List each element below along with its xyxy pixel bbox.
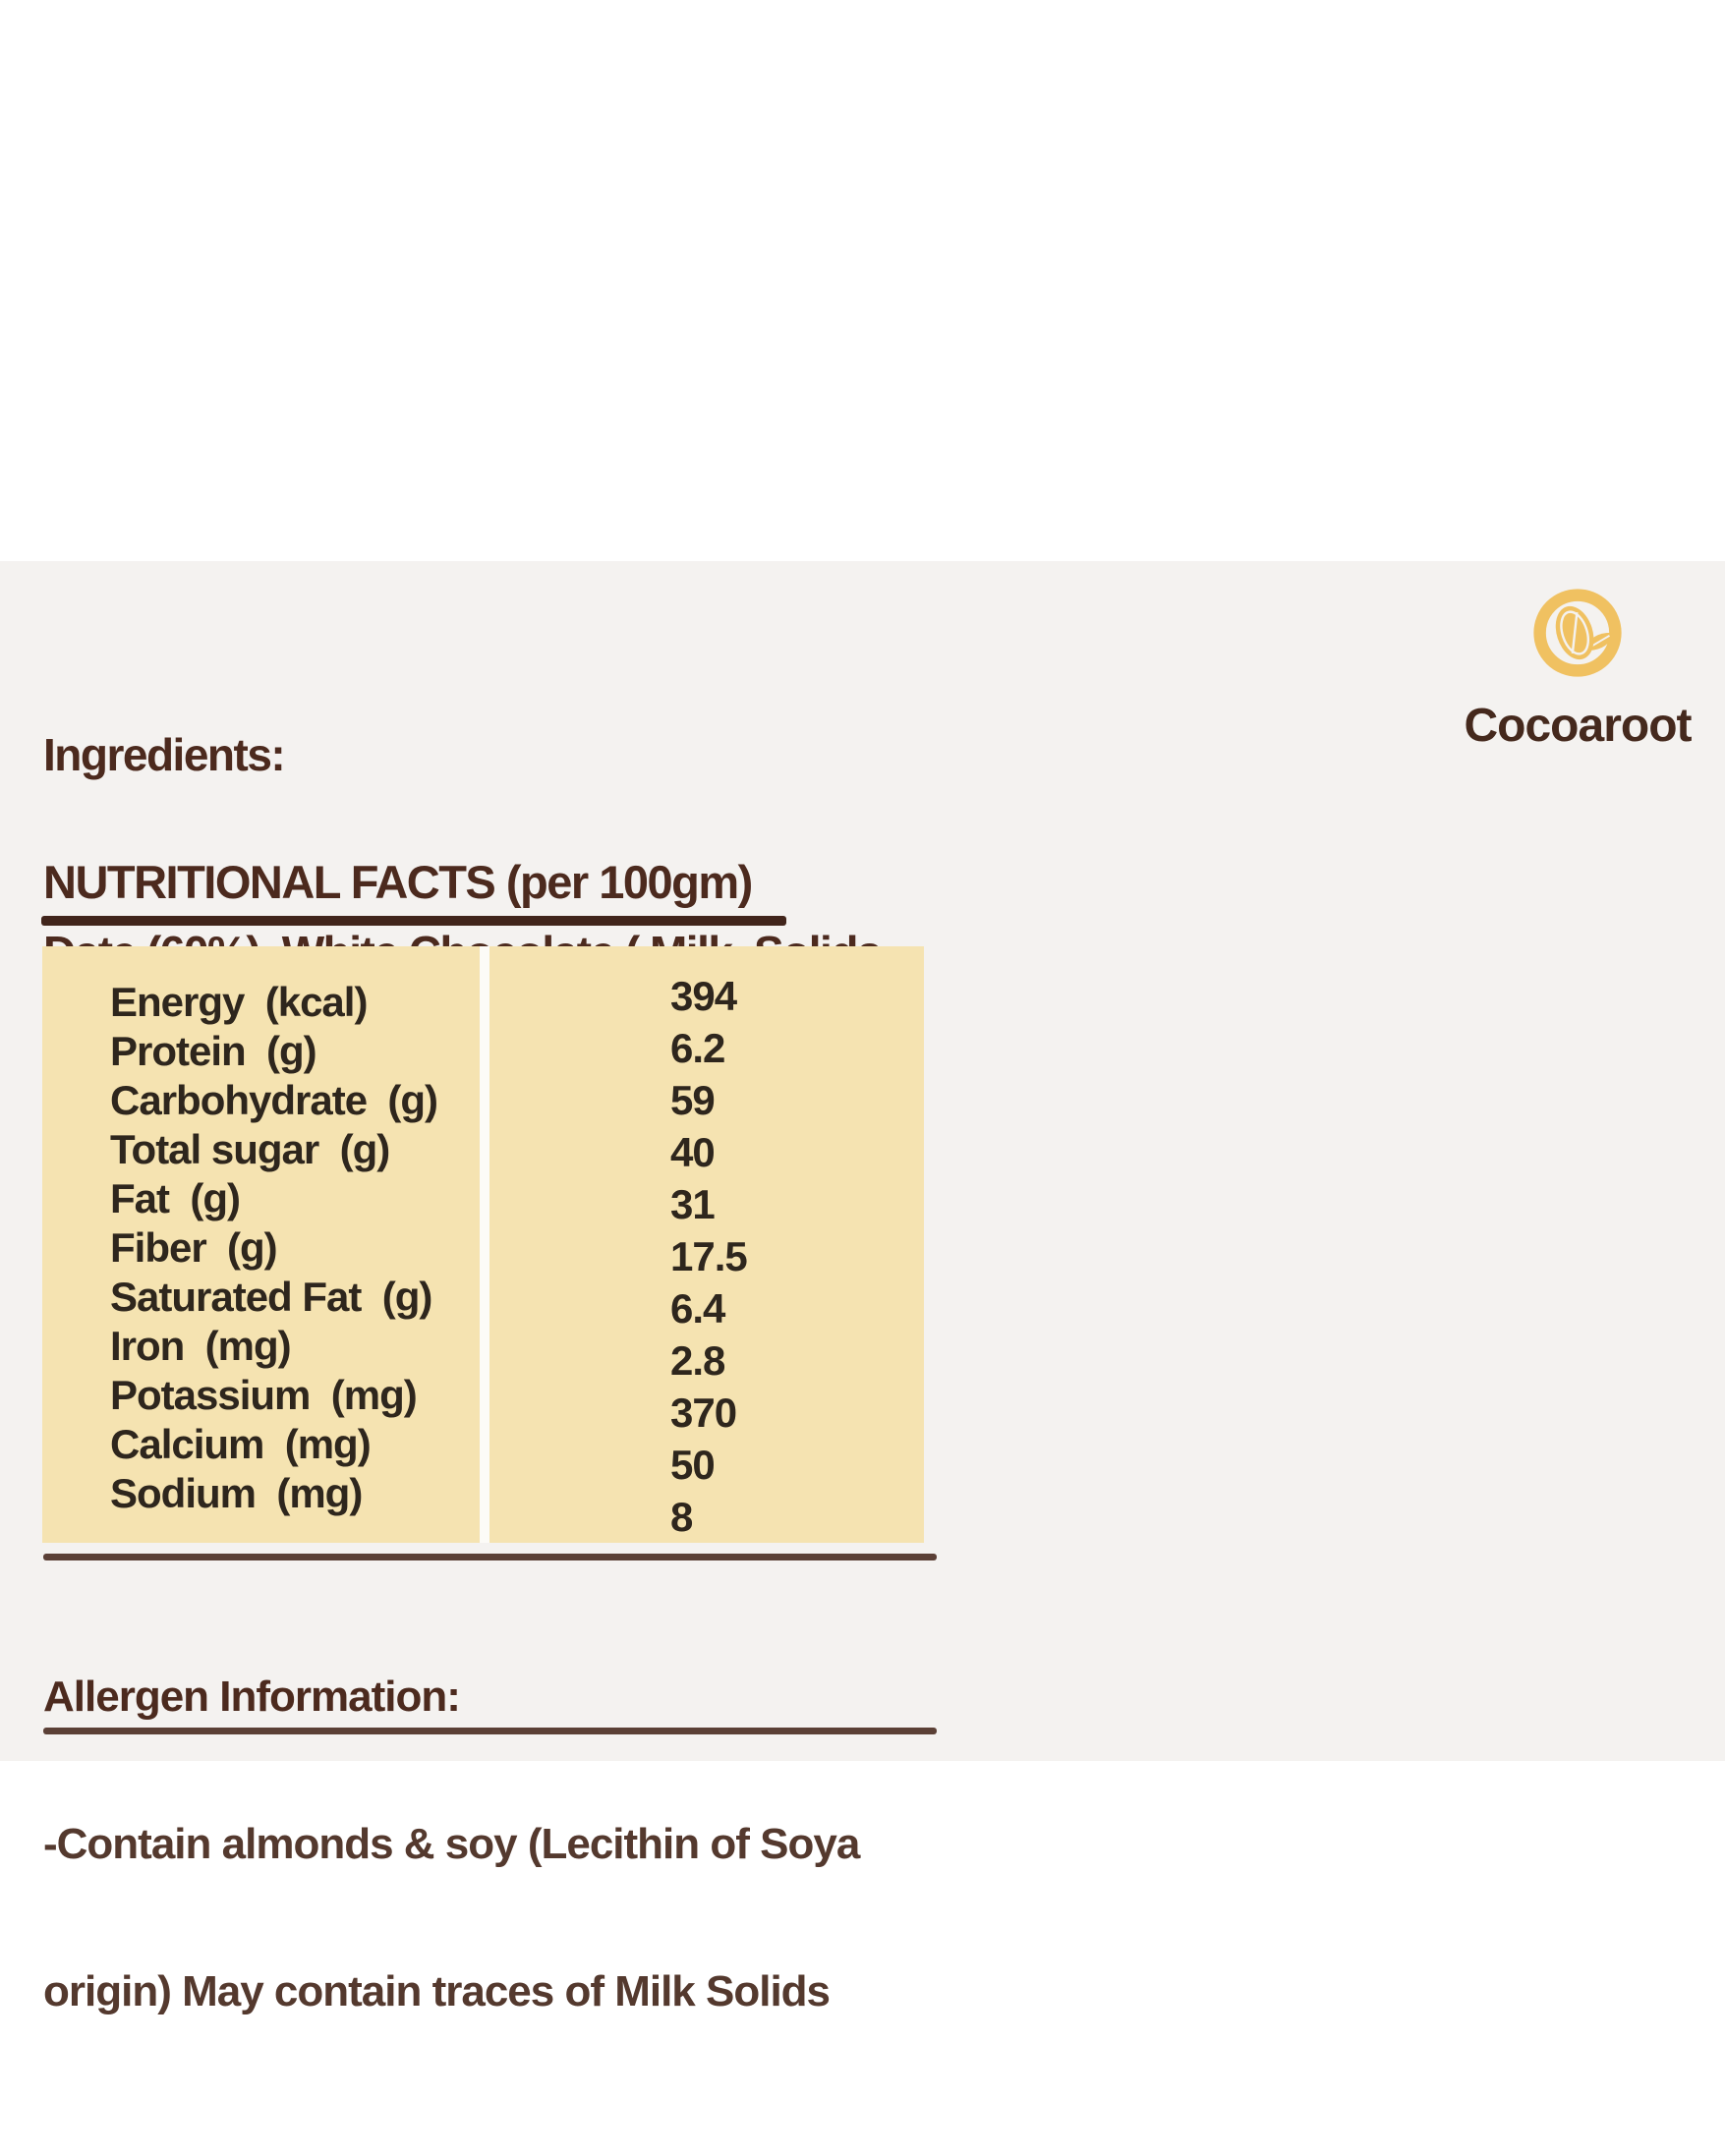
nutritional-facts-subtitle: (per 100gm) xyxy=(494,856,753,908)
nutrient-value: 394 xyxy=(670,973,737,1019)
nutrient-value: 31 xyxy=(670,1181,716,1227)
allergen-section: Allergen Information: -Contain almonds &… xyxy=(43,1574,860,2115)
nutrient-label: Energy (kcal) xyxy=(110,979,368,1025)
nutrient-label: Calcium (mg) xyxy=(110,1421,372,1467)
nutritional-facts-title: NUTRITIONAL FACTS xyxy=(43,856,496,908)
nutrient-value: 6.2 xyxy=(670,1025,725,1071)
nutrient-label: Protein (g) xyxy=(110,1028,317,1074)
nutrition-table-values-column: 394 6.2 59 40 31 17.5 6.4 2.8 370 50 8 xyxy=(489,946,924,1543)
nutrient-label: Sodium (mg) xyxy=(110,1470,363,1516)
nutrition-table-labels-column: Energy (kcal) Protein (g) Carbohydrate (… xyxy=(42,946,480,1543)
heading-underline-rule xyxy=(41,916,786,926)
nutrient-label: Saturated Fat (g) xyxy=(110,1274,432,1320)
nutrient-value: 50 xyxy=(670,1442,716,1488)
nutrient-value: 6.4 xyxy=(670,1285,725,1332)
nutrient-label: Fiber (g) xyxy=(110,1224,278,1271)
nutrient-value: 40 xyxy=(670,1129,716,1175)
divider-rule xyxy=(43,1554,937,1560)
nutrient-value: 370 xyxy=(670,1390,737,1436)
nutrient-label: Total sugar (g) xyxy=(110,1126,390,1172)
nutrient-value: 59 xyxy=(670,1077,716,1123)
cocoa-pod-icon xyxy=(1533,589,1622,677)
nutrient-label: Iron (mg) xyxy=(110,1323,292,1369)
allergen-line: -Contain almonds & soy (Lecithin of Soya xyxy=(43,1820,860,1868)
nutritional-facts-heading: NUTRITIONAL FACTS (per 100gm) xyxy=(43,855,753,909)
nutrient-value: 17.5 xyxy=(670,1233,748,1279)
nutrient-label: Potassium (mg) xyxy=(110,1372,418,1418)
ingredients-heading: Ingredients: xyxy=(43,729,286,780)
divider-rule xyxy=(43,1728,937,1734)
allergen-heading: Allergen Information: xyxy=(43,1673,461,1721)
label-panel: Ingredients: Date (60%), White Chocolate… xyxy=(0,561,1725,2015)
nutrient-label: Carbohydrate (g) xyxy=(110,1077,438,1123)
nutrient-value: 2.8 xyxy=(670,1337,725,1384)
nutrient-label: Fat (g) xyxy=(110,1175,241,1221)
allergen-line: origin) May contain traces of Milk Solid… xyxy=(43,1967,831,2015)
nutrient-value: 8 xyxy=(670,1494,693,1540)
brand-logo: Cocoaroot xyxy=(1435,586,1720,753)
brand-name: Cocoaroot xyxy=(1464,700,1693,752)
nutrition-table: Energy (kcal) Protein (g) Carbohydrate (… xyxy=(42,946,924,1543)
